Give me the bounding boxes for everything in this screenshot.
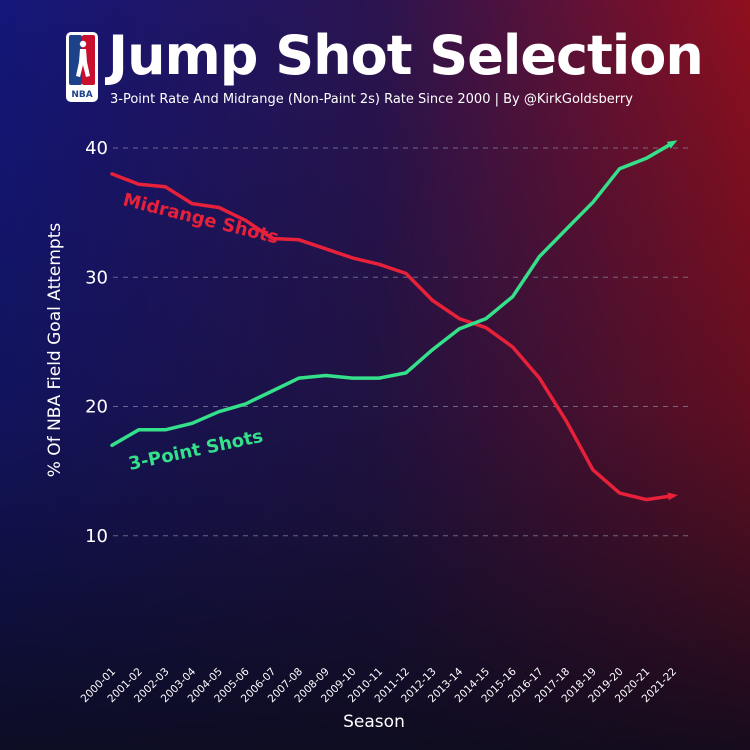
three-point-line	[110, 140, 678, 448]
y-tick-label: 30	[85, 267, 108, 288]
y-tick-label: 40	[85, 138, 108, 159]
x-axis-label: Season	[343, 712, 405, 732]
y-tick-label: 10	[85, 526, 108, 547]
chart-title: Jump Shot Selection	[108, 24, 704, 87]
nba-logo: NBA	[66, 32, 98, 102]
y-tick-label: 20	[85, 397, 108, 418]
series-label-three-point: 3-Point Shots	[127, 426, 265, 475]
logo-text: NBA	[71, 90, 92, 100]
chart-subtitle: 3-Point Rate And Midrange (Non-Paint 2s)…	[110, 92, 633, 107]
series-label-midrange: Midrange Shots	[121, 189, 281, 248]
y-axis-label: % Of NBA Field Goal Attempts	[45, 223, 65, 478]
midrange-line	[110, 172, 678, 502]
